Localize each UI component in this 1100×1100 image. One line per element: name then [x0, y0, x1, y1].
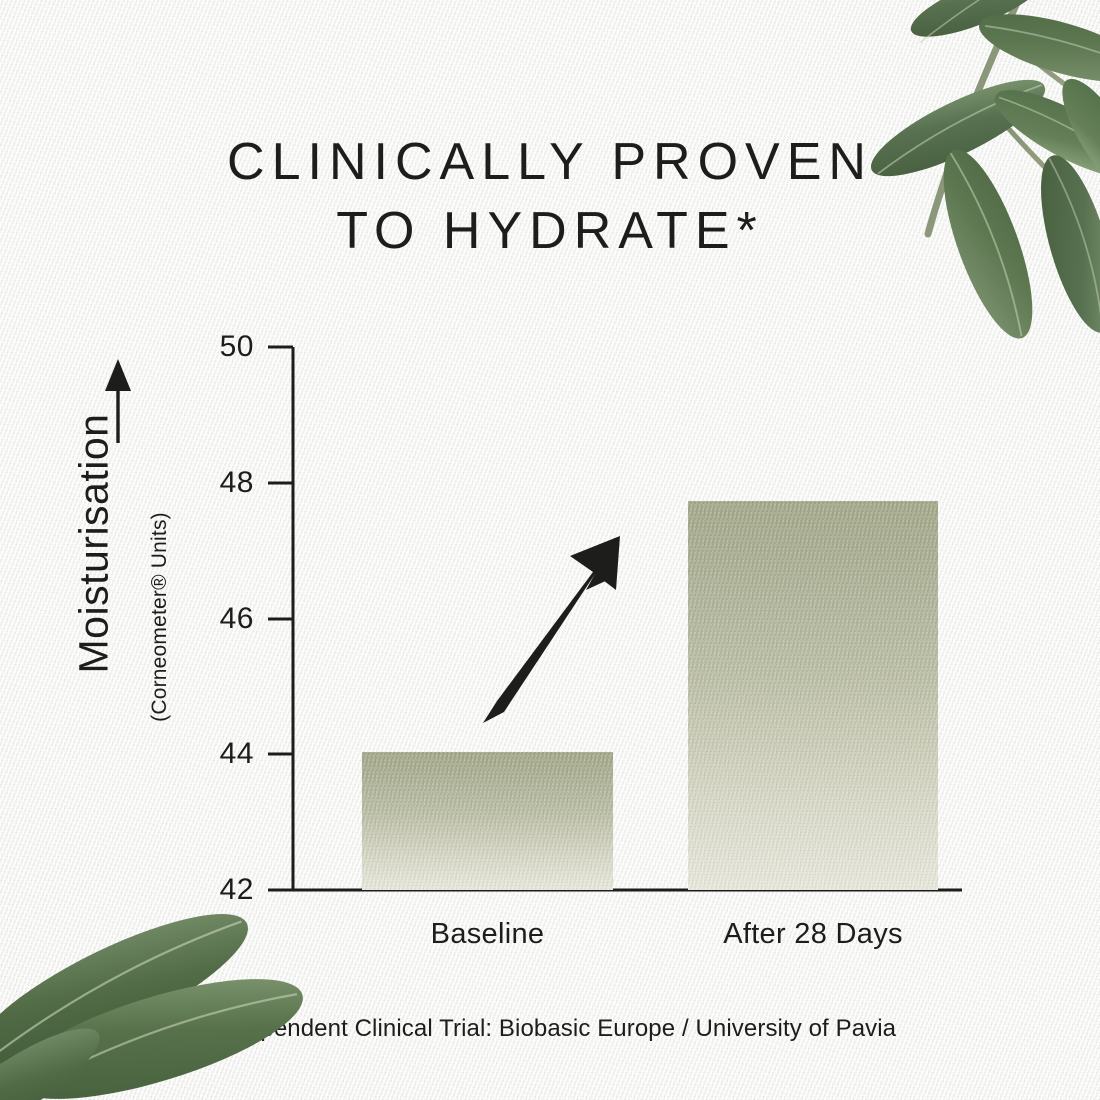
y-tick-label-44: 44	[219, 737, 254, 770]
x-tick-label-baseline: Baseline	[430, 918, 545, 950]
y-tick-label-42: 42	[219, 873, 254, 906]
bar-baseline-fill	[362, 752, 613, 890]
olive-leaves-bottom-left-svg	[0, 914, 303, 1100]
x-tick-label-after-28-days: After 28 Days	[723, 918, 903, 950]
y-axis-subtitle: (Corneometer® Units)	[148, 512, 171, 722]
bar-after-28-days	[688, 501, 938, 890]
y-tick-label-48: 48	[219, 466, 254, 499]
title-line-2: TO HYDRATE*	[336, 202, 764, 261]
y-tick-label-50: 50	[219, 330, 254, 363]
olive-leaves-icon	[0, 869, 312, 1100]
bar-baseline	[362, 752, 613, 890]
title-line-1: CLINICALLY PROVEN	[227, 133, 873, 191]
arrow-up-icon	[105, 359, 131, 443]
page-title: CLINICALLY PROVEN TO HYDRATE*	[0, 128, 1100, 266]
bar-baseline-grain	[362, 752, 613, 890]
footnote-text: *Independent Clinical Trial: Biobasic Eu…	[203, 1015, 897, 1042]
y-tick-label-46: 46	[219, 602, 254, 635]
bar-after-28-days-grain	[688, 501, 938, 890]
bar-after-28-days-fill	[688, 501, 938, 890]
y-axis-title: Moisturisation	[70, 413, 117, 674]
trend-arrow-up-icon	[483, 536, 620, 723]
